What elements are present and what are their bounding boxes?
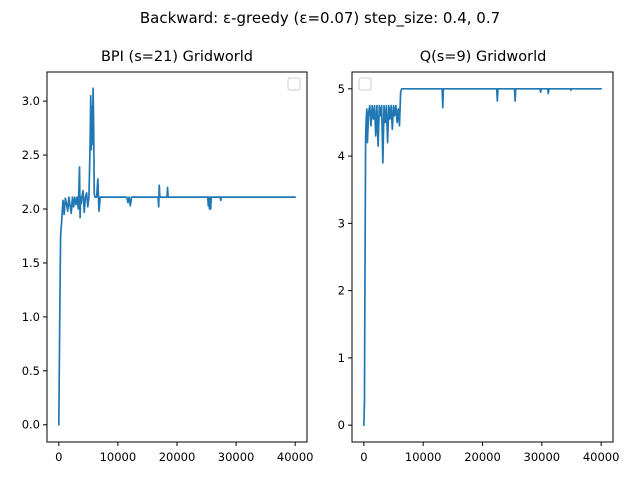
y-tick-label: 1.5 [22, 256, 40, 270]
legend-box-bpi [287, 77, 301, 91]
y-tick-label: 5 [338, 82, 345, 96]
x-tick-label: 10000 [405, 450, 442, 464]
series-line-bpi [57, 87, 297, 426]
chart-title-bpi: BPI (s=21) Gridworld [101, 49, 253, 65]
y-axis-bpi: 0.0 0.5 1.0 1.5 2.0 2.5 3.0 [22, 94, 47, 432]
x-tick-label: 30000 [218, 450, 255, 464]
chart-panel-q: Q(s=9) Gridworld 0 10000 20000 30000 40000 0… [338, 49, 620, 464]
x-tick-label: 0 [55, 450, 62, 464]
y-tick-label: 1 [338, 351, 345, 365]
y-tick-label: 3 [338, 216, 345, 230]
x-tick-label: 10000 [100, 450, 137, 464]
y-tick-label: 0.5 [22, 364, 40, 378]
y-tick-label: 3.0 [22, 94, 40, 108]
y-tick-label: 2 [338, 284, 345, 298]
y-tick-label: 4 [338, 149, 345, 163]
chart-title-q: Q(s=9) Gridworld [420, 49, 547, 65]
plot-frame-q [351, 71, 614, 443]
figure-suptitle: Backward: ε-greedy (ε=0.07) step_size: 0… [140, 9, 500, 28]
x-tick-label: 20000 [159, 450, 196, 464]
y-tick-label: 0.0 [22, 418, 40, 432]
x-tick-label: 40000 [277, 450, 314, 464]
y-tick-label: 1.0 [22, 310, 40, 324]
plot-frame-bpi [46, 71, 308, 443]
x-tick-label: 40000 [583, 450, 620, 464]
y-tick-label: 2.0 [22, 202, 40, 216]
y-axis-q: 0 1 2 3 4 5 [338, 82, 352, 432]
x-tick-label: 30000 [524, 450, 561, 464]
x-tick-label: 20000 [464, 450, 501, 464]
chart-panel-bpi: BPI (s=21) Gridworld 0 10000 20000 30000 400… [22, 49, 314, 464]
x-axis-bpi: 0 10000 20000 30000 40000 [55, 442, 313, 464]
x-axis-q: 0 10000 20000 30000 40000 [360, 442, 619, 464]
legend-box-q [358, 77, 372, 91]
x-tick-label: 0 [360, 450, 367, 464]
series-line-q [363, 87, 602, 427]
y-tick-label: 0 [338, 418, 345, 432]
y-tick-label: 2.5 [22, 148, 40, 162]
